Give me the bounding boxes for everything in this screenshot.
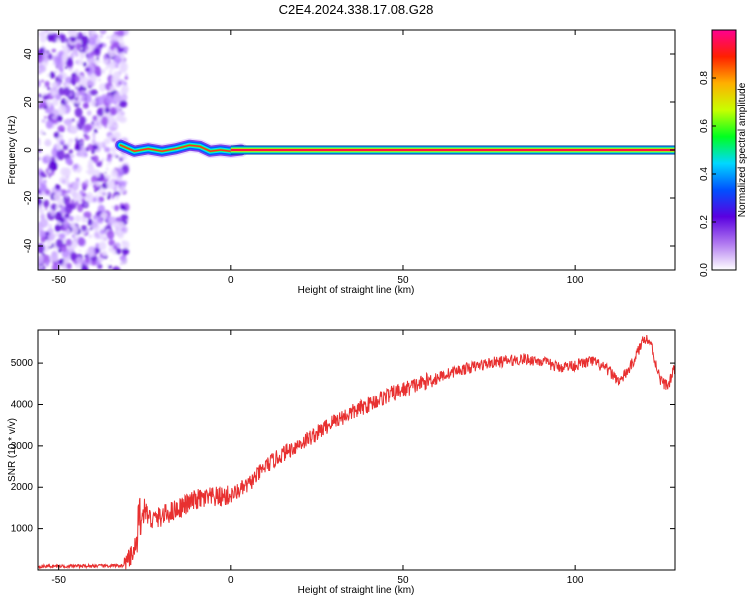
snr-y-axis-label: SNR (10 * v/v): [7, 418, 18, 482]
snr-y-tick-label: 3000: [11, 441, 34, 452]
snr-x-axis-label: Height of straight line (km): [298, 585, 415, 596]
spectrogram-x-tick-label: 100: [567, 275, 584, 286]
colorbar: 0.0 0.2 0.4 0.6 0.8 Normalized spectral ampl…: [699, 29, 748, 277]
colorbar-tick-label: 0.2: [699, 215, 710, 229]
spectrogram-y-tick-label: 20: [23, 96, 34, 108]
colorbar-label: Normalized spectral amplitude: [737, 82, 748, 217]
spectrogram-x-ticks: -50 0 50 100: [51, 30, 584, 286]
snr-y-tick-label: 2000: [11, 482, 34, 493]
snr-panel: -50 0 50 100 1000 2000 3000 4000 5000 Height of…: [7, 329, 676, 596]
spectrogram-x-tick-label: 50: [397, 275, 409, 286]
snr-x-tick-label: 50: [397, 575, 409, 586]
colorbar-ticks: 0.0 0.2 0.4 0.6 0.8: [699, 71, 716, 277]
spectrogram-y-ticks: -40 -20 0 20 40: [23, 48, 675, 253]
snr-x-tick-label: -50: [51, 575, 66, 586]
spectrogram-y-tick-label: 0: [23, 147, 34, 153]
spectrogram-y-axis-label: Frequency (Hz): [7, 116, 18, 185]
colorbar-tick-label: 0.6: [699, 119, 710, 133]
snr-x-tick-label: 0: [228, 575, 234, 586]
snr-x-ticks: -50 0 50 100: [51, 330, 584, 586]
spectrogram-y-tick-label: -40: [23, 238, 34, 253]
colorbar-tick-label: 0.0: [699, 263, 710, 277]
colorbar-tick-label: 0.8: [699, 71, 710, 85]
spectrogram-y-tick-label: 40: [23, 48, 34, 60]
spectrogram-panel: -50 0 50 100 -40 -20 0 20 40 Height of straight…: [7, 29, 676, 296]
snr-y-tick-label: 4000: [11, 399, 34, 410]
snr-plot-area: [38, 335, 675, 570]
spectrogram-x-axis-label: Height of straight line (km): [298, 285, 415, 296]
spectrogram-noise-region: [38, 30, 130, 270]
spectrogram-plot-area: [38, 30, 675, 270]
snr-y-ticks: 1000 2000 3000 4000 5000: [11, 358, 675, 535]
spectrogram-carrier-wobble: [113, 138, 249, 159]
spectrogram-y-tick-label: -20: [23, 190, 34, 205]
colorbar-tick-label: 0.4: [699, 167, 710, 181]
snr-x-tick-label: 100: [567, 575, 584, 586]
colorbar-gradient: [711, 29, 737, 271]
spectrogram-x-tick-label: -50: [51, 275, 66, 286]
spectrogram-carrier-line: [230, 145, 675, 155]
snr-frame: [37, 329, 676, 571]
snr-series-line: [38, 335, 675, 570]
snr-y-tick-label: 5000: [11, 358, 34, 369]
spectrogram-x-tick-label: 0: [228, 275, 234, 286]
snr-y-tick-label: 1000: [11, 524, 34, 535]
figure-title: C2E4.2024.338.17.08.G28: [279, 2, 434, 17]
